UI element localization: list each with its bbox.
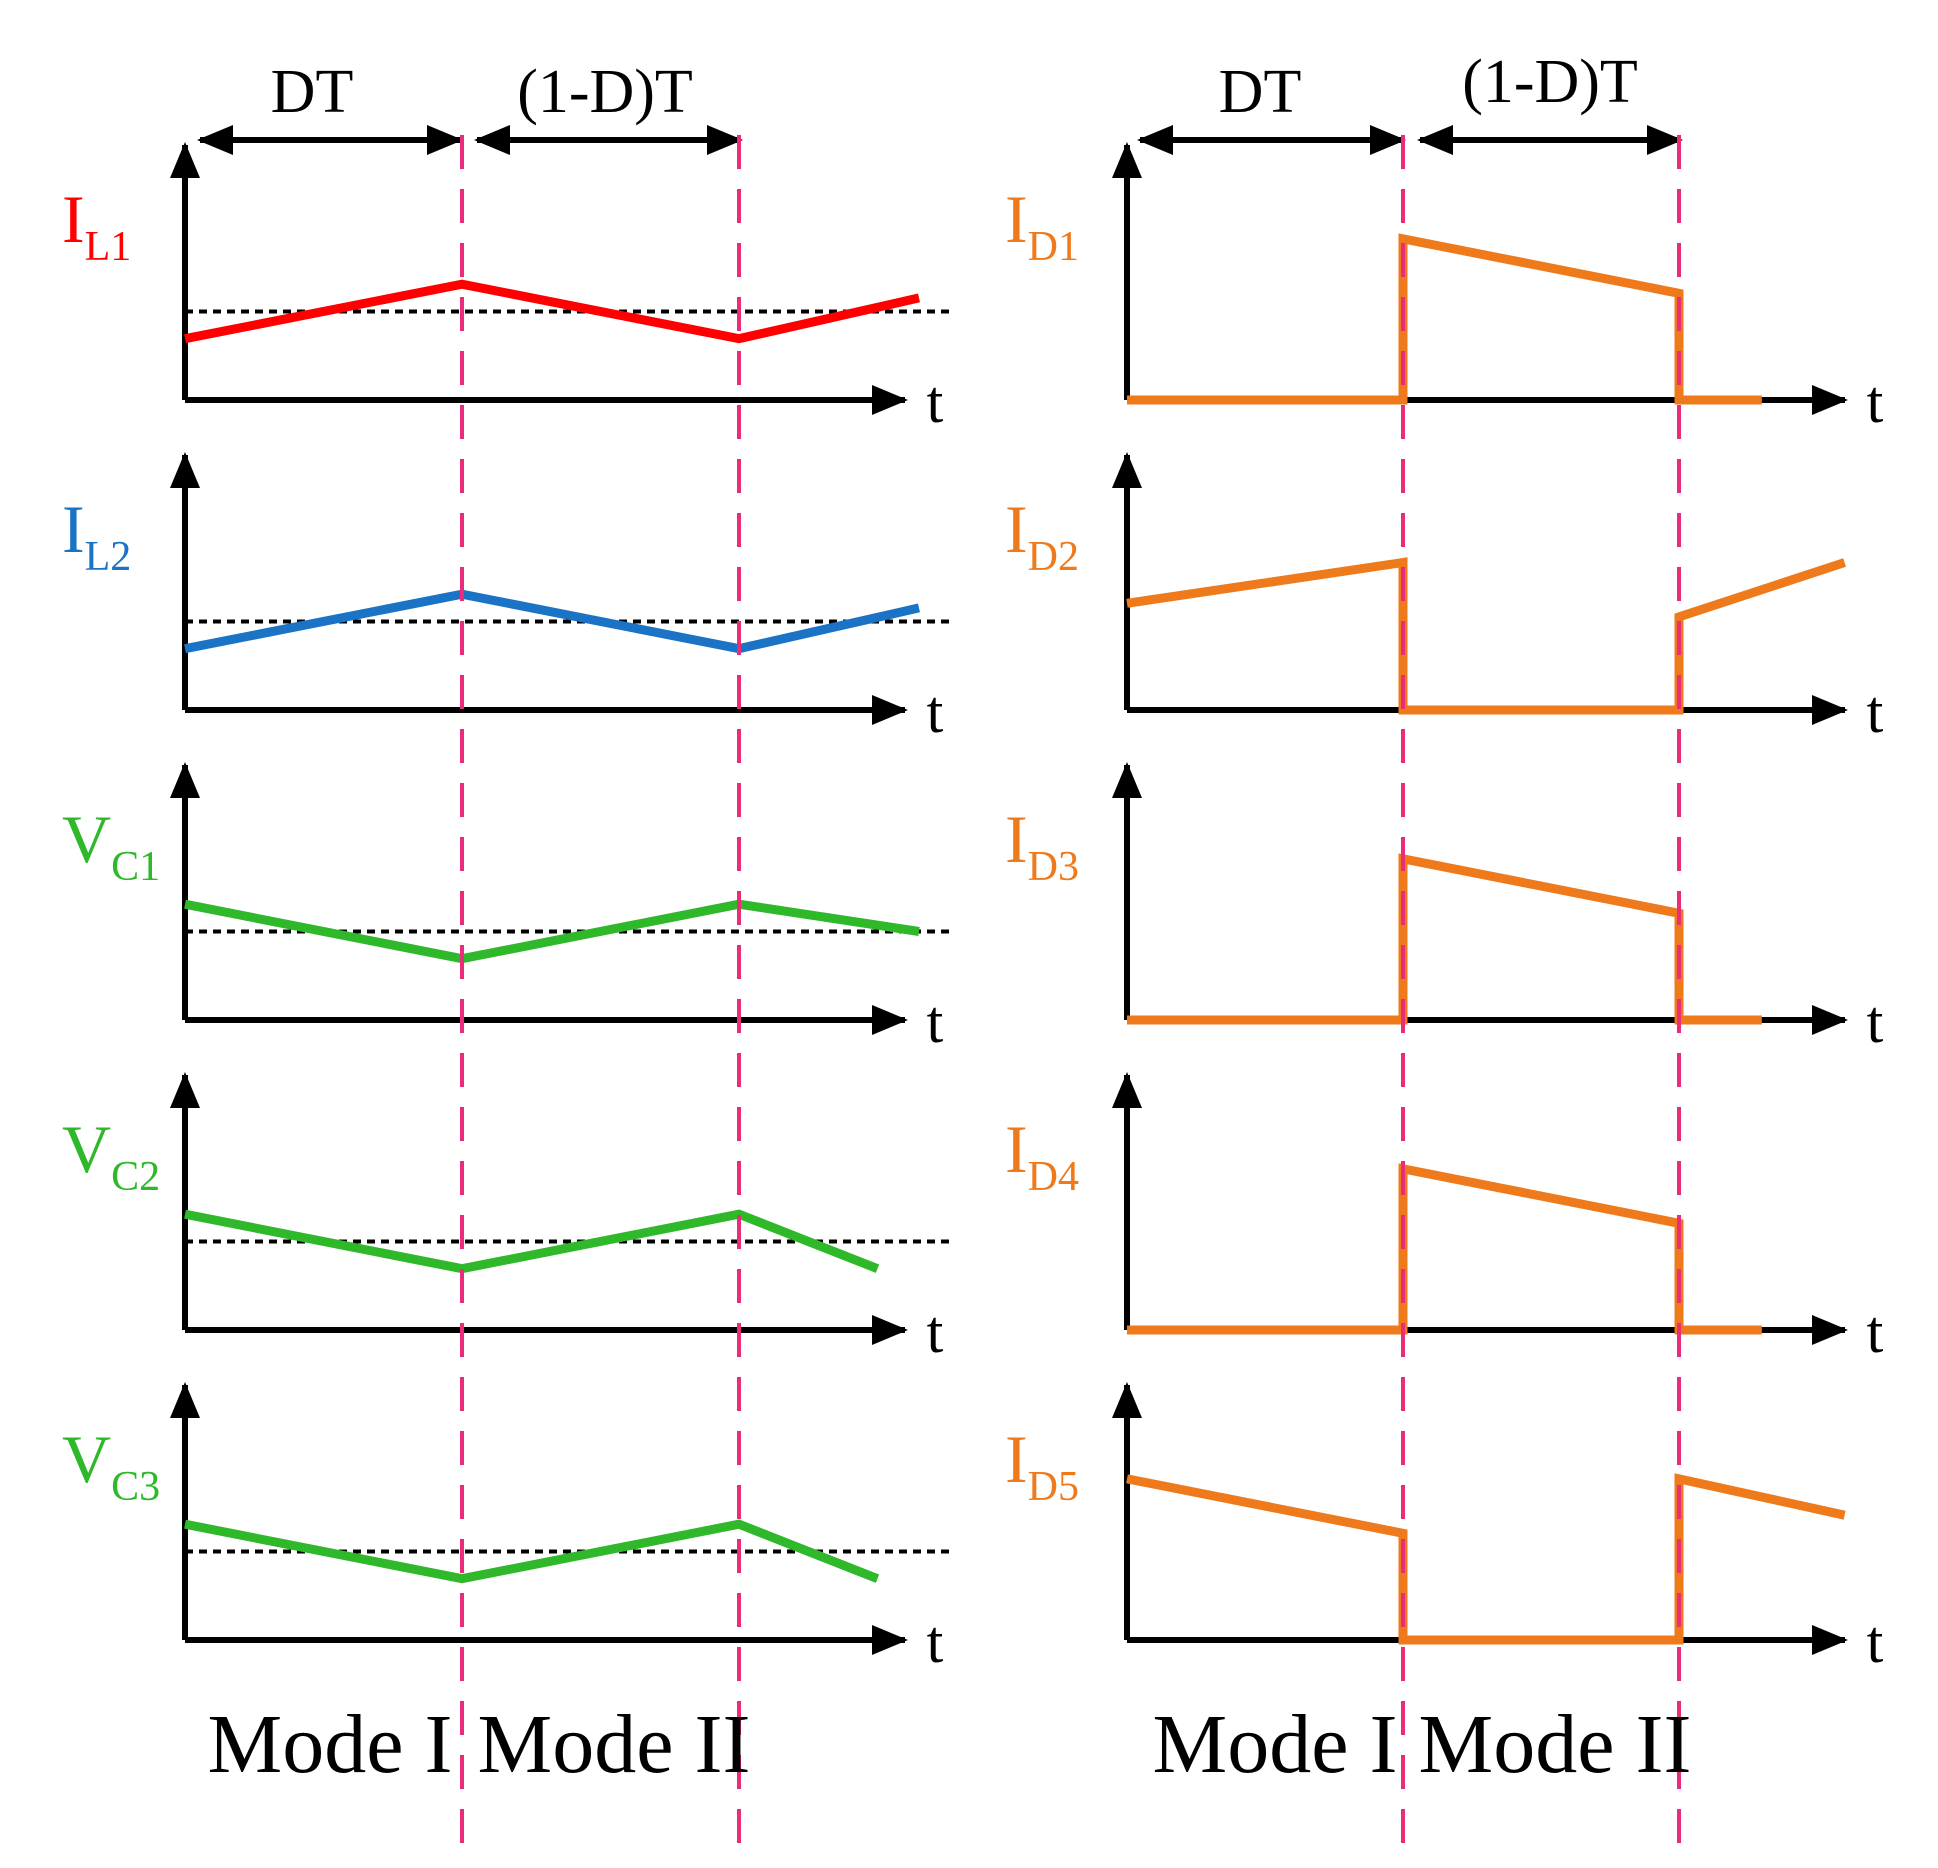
time-axis-label: t bbox=[927, 1299, 944, 1365]
signal-label-subscript: D2 bbox=[1028, 534, 1079, 580]
signal-label-subscript: D4 bbox=[1028, 1154, 1079, 1200]
signal-label-main: I bbox=[1005, 1111, 1028, 1187]
signal-label-main: I bbox=[1005, 801, 1028, 877]
panel-i-l2: t IL2 bbox=[62, 452, 955, 745]
signal-label: ID4 bbox=[1005, 1111, 1079, 1200]
panel-i-d4: t ID4 bbox=[1005, 1072, 1884, 1365]
panel-i-d3: t ID3 bbox=[1005, 762, 1884, 1055]
panel-i-d1: t ID1 bbox=[1005, 142, 1884, 435]
waveform-line bbox=[1126, 1473, 1846, 1645]
mode-2-label: Mode II bbox=[478, 1698, 751, 1791]
panel-i-l1: t IL1 bbox=[62, 142, 955, 435]
signal-label-subscript: D5 bbox=[1028, 1464, 1079, 1510]
signal-label-subscript: L2 bbox=[85, 534, 132, 580]
time-axis-label: t bbox=[1867, 989, 1884, 1055]
waveform-line bbox=[1127, 233, 1762, 405]
waveform-line bbox=[184, 899, 920, 964]
mode-1-label: Mode I bbox=[1153, 1698, 1398, 1791]
signal-label-main: V bbox=[62, 801, 111, 877]
signal-label: ID3 bbox=[1005, 801, 1079, 890]
time-axis-label: t bbox=[1867, 679, 1884, 745]
mode-2-label: Mode II bbox=[1419, 1698, 1692, 1791]
signal-label-main: I bbox=[62, 181, 85, 257]
signal-label-subscript: D3 bbox=[1028, 844, 1079, 890]
waveform-line bbox=[184, 279, 920, 344]
signal-label-main: I bbox=[1005, 181, 1028, 257]
signal-label: IL1 bbox=[62, 181, 131, 270]
time-axis-label: t bbox=[1867, 1299, 1884, 1365]
one-minus-dt-label: (1-D)T bbox=[517, 58, 693, 126]
dt-label: DT bbox=[1219, 58, 1302, 126]
panel-v-c1: t VC1 bbox=[62, 762, 955, 1055]
signal-label: VC2 bbox=[62, 1111, 160, 1200]
time-axis-label: t bbox=[1867, 369, 1884, 435]
waveform-line bbox=[1127, 1163, 1762, 1335]
waveform-line bbox=[184, 1519, 880, 1584]
signal-label: VC3 bbox=[62, 1421, 160, 1510]
waveform-line bbox=[184, 589, 920, 654]
time-axis-label: t bbox=[927, 989, 944, 1055]
mode-1-label: Mode I bbox=[208, 1698, 453, 1791]
signal-label-subscript: D1 bbox=[1028, 224, 1079, 270]
signal-label-subscript: C2 bbox=[111, 1154, 160, 1200]
timing-annotation-right: DT (1-D)T bbox=[1137, 48, 1683, 155]
mode-boundaries bbox=[460, 135, 1681, 1848]
panel-v-c2: t VC2 bbox=[62, 1072, 955, 1365]
panel-i-d2: t ID2 bbox=[1005, 452, 1884, 745]
time-axis-label: t bbox=[927, 679, 944, 745]
waveform-line bbox=[1126, 557, 1847, 715]
signal-label-main: I bbox=[1005, 1421, 1028, 1497]
panel-i-d5: t ID5 bbox=[1005, 1382, 1884, 1675]
signal-label: IL2 bbox=[62, 491, 131, 580]
panel-v-c3: t VC3 bbox=[62, 1382, 955, 1675]
time-axis-label: t bbox=[1867, 1609, 1884, 1675]
signal-label-main: I bbox=[62, 491, 85, 567]
signal-label-subscript: C1 bbox=[111, 844, 160, 890]
waveform-line bbox=[1127, 853, 1762, 1025]
signal-label: ID5 bbox=[1005, 1421, 1079, 1510]
mode-labels: Mode I Mode II Mode I Mode II bbox=[208, 1698, 1692, 1791]
signal-label-subscript: L1 bbox=[85, 224, 132, 270]
signal-label: VC1 bbox=[62, 801, 160, 890]
waveform-line bbox=[184, 1209, 880, 1274]
signal-label-main: I bbox=[1005, 491, 1028, 567]
signal-label-main: V bbox=[62, 1421, 111, 1497]
signal-label: ID2 bbox=[1005, 491, 1079, 580]
signal-label-main: V bbox=[62, 1111, 111, 1187]
dt-label: DT bbox=[271, 58, 354, 126]
signal-label: ID1 bbox=[1005, 181, 1079, 270]
time-axis-label: t bbox=[927, 369, 944, 435]
timing-annotation-left: DT (1-D)T bbox=[197, 58, 743, 155]
signal-label-subscript: C3 bbox=[111, 1464, 160, 1510]
time-axis-label: t bbox=[927, 1609, 944, 1675]
one-minus-dt-label: (1-D)T bbox=[1462, 48, 1638, 116]
